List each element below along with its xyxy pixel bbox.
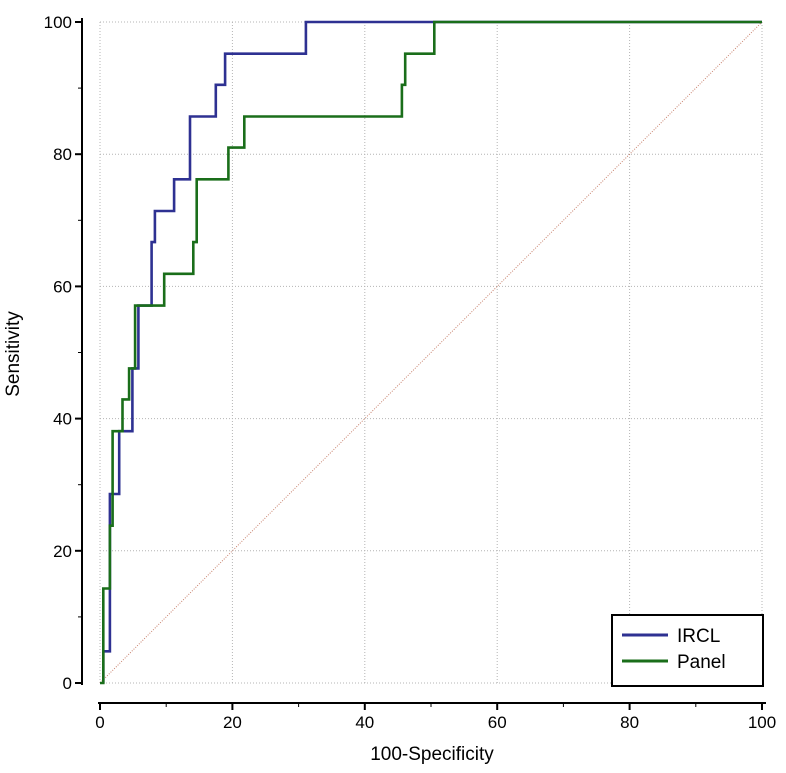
y-tick-label-5: 100 <box>44 13 72 32</box>
y-tick-label-3: 60 <box>53 277 72 296</box>
x-tick-label-1: 20 <box>223 713 242 732</box>
axes: 0 20 40 60 80 100 0 20 40 60 80 100 <box>44 13 777 732</box>
x-tick-label-5: 100 <box>748 713 776 732</box>
legend-label-panel: Panel <box>677 652 726 673</box>
y-tick-label-1: 20 <box>53 542 72 561</box>
x-tick-label-2: 40 <box>355 713 374 732</box>
y-tick-label-2: 40 <box>53 410 72 429</box>
series-line-ircl <box>102 20 762 683</box>
legend-label-ircl: IRCL <box>677 626 720 647</box>
x-tick-label-3: 60 <box>488 713 507 732</box>
y-axis-title: Sensitivity <box>3 311 24 397</box>
series-layer <box>99 20 763 685</box>
y-tick-label-0: 0 <box>63 674 72 693</box>
x-tick-label-4: 80 <box>620 713 639 732</box>
x-tick-label-0: 0 <box>95 713 104 732</box>
legend-box <box>611 614 764 687</box>
series-line-panel <box>100 20 762 685</box>
y-tick-label-4: 80 <box>53 145 72 164</box>
x-axis-title: 100-Specificity <box>370 744 494 765</box>
series-line-reference <box>99 21 763 684</box>
legend: IRCL Panel <box>611 614 764 687</box>
